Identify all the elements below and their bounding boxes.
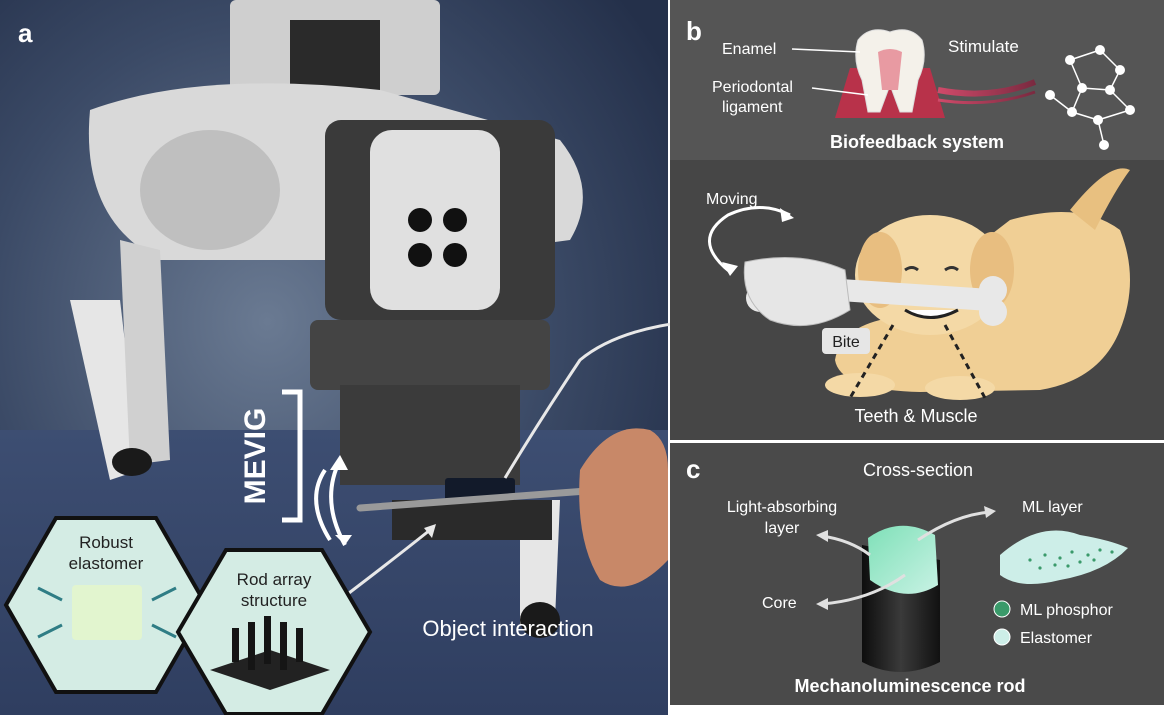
mevig-label: MEVIG <box>239 408 272 505</box>
ml-layer-film <box>1000 530 1128 584</box>
robot-foot <box>112 448 152 476</box>
ml-phosphor-dots <box>1028 548 1114 570</box>
robot-shoulder <box>140 130 280 250</box>
moving-label: Moving <box>706 191 758 208</box>
light-absorbing-label-line1: Light-absorbing <box>727 499 837 516</box>
stretch-arrow <box>37 586 63 602</box>
legend-swatch-elastomer <box>993 628 1011 646</box>
robot-camera-housing <box>370 130 500 310</box>
core-arrow <box>821 573 906 606</box>
gripper-mount <box>310 320 550 390</box>
hex2-label-line2: structure <box>241 591 307 610</box>
teeth-muscle-label: Teeth & Muscle <box>854 406 977 426</box>
legend-ml-phosphor: ML phosphor <box>1020 602 1113 619</box>
mevig-bracket <box>282 389 303 523</box>
rod-array-pillars <box>232 616 303 670</box>
ligament-label-line2: ligament <box>722 99 783 116</box>
muscle-leader <box>943 324 987 399</box>
stretch-arrow <box>37 623 63 639</box>
robot-leg-back <box>70 300 140 480</box>
motion-arrow-head <box>335 535 352 545</box>
motion-arrow <box>314 468 332 542</box>
panel-c: c Cross-section Light-absorbing layer ML… <box>670 443 1164 705</box>
robot-dog <box>70 0 668 638</box>
gripper-block <box>340 385 520 485</box>
legend-swatch-ml-phosphor <box>993 600 1011 618</box>
camera-lens <box>408 208 432 232</box>
ligament-leader <box>811 87 869 96</box>
cross-section-label: Cross-section <box>863 460 973 480</box>
hex2-label-line1: Rod array <box>237 570 312 589</box>
human-hand <box>579 428 668 587</box>
puppy-teeth <box>904 308 959 319</box>
stimulate-signal <box>937 90 1036 105</box>
stimulate-label: Stimulate <box>948 37 1019 56</box>
robot-foot-right <box>520 602 560 638</box>
stretch-arrow <box>151 623 177 639</box>
hand-holding-bone <box>743 257 851 327</box>
legend-elastomer: Elastomer <box>1020 630 1093 647</box>
panel-a: MEVIG a Object interaction Robust elasto… <box>0 0 801 715</box>
enamel-label: Enamel <box>722 41 776 58</box>
connector-arrow-head <box>424 524 436 538</box>
bite-label-box <box>822 328 870 354</box>
camera-lens <box>408 243 432 267</box>
stretch-arrow <box>151 586 177 602</box>
puppy-tail <box>1070 168 1130 230</box>
hex1-label-line2: elastomer <box>69 554 144 573</box>
hex1-label-line1: Robust <box>79 533 133 552</box>
teeth-leader <box>848 324 895 399</box>
moving-arrow-head <box>722 262 738 276</box>
robot-leg-front <box>120 240 170 465</box>
motion-arrow-head <box>330 455 348 470</box>
ml-rod-cap <box>868 525 938 594</box>
object-interaction-caption: Object interaction <box>422 616 593 641</box>
bite-label: Bite <box>832 334 860 351</box>
camera-lens <box>443 208 467 232</box>
light-absorbing-label-line2: layer <box>765 520 800 537</box>
ml-layer-label: ML layer <box>1022 499 1083 516</box>
elastomer-sample <box>72 585 142 640</box>
panel-b-label: b <box>686 16 702 46</box>
camera-lens <box>443 243 467 267</box>
moving-arrow <box>708 206 791 274</box>
biofeedback-title: Biofeedback system <box>830 132 1004 152</box>
stimulate-signal <box>937 79 1037 97</box>
core-label: Core <box>762 595 797 612</box>
tooth-pulp <box>878 49 902 90</box>
robot-vent <box>290 20 380 90</box>
panel-c-label: c <box>686 454 700 484</box>
enamel-leader <box>791 48 861 53</box>
moving-arrow-head <box>780 208 794 222</box>
metal-rod <box>356 486 604 512</box>
ligament-label-line1: Periodontal <box>712 79 793 96</box>
neural-network-icon <box>1045 45 1135 150</box>
ml-rod-title: Mechanoluminescence rod <box>794 676 1025 696</box>
ml-layer-arrow <box>917 510 991 542</box>
panel-b: b Enamel Periodontal ligament Stimulate <box>670 0 1164 443</box>
panel-a-label: a <box>18 18 33 48</box>
